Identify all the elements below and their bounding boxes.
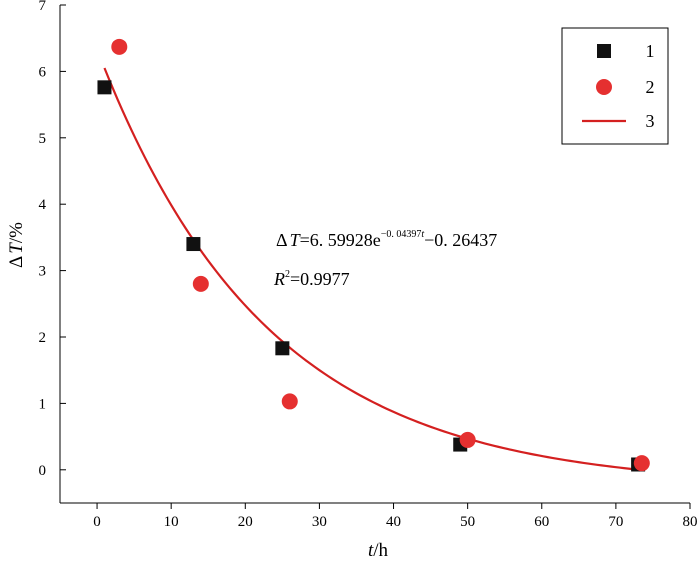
y-ticks: 0 1 2 3 4 5 6 7 xyxy=(39,0,66,479)
x-tick-label: 40 xyxy=(386,514,401,530)
point-series-2 xyxy=(192,275,209,292)
point-series-2 xyxy=(633,455,650,472)
x-tick-label: 50 xyxy=(460,514,475,530)
axis-titles: ΔT/% t/h xyxy=(6,222,389,561)
x-ticks: 0 10 20 30 40 50 60 70 80 xyxy=(93,503,698,530)
y-tick-label: 0 xyxy=(39,463,47,479)
legend-box xyxy=(561,27,669,145)
x-tick-label: 80 xyxy=(683,514,698,530)
x-tick-label: 30 xyxy=(312,514,327,530)
svg-text:R2=0.9977: R2=0.9977 xyxy=(273,269,350,289)
point-series-1 xyxy=(97,80,112,95)
x-tick-label: 0 xyxy=(93,514,101,530)
y-tick-label: 6 xyxy=(39,64,47,80)
y-tick-label: 7 xyxy=(39,0,47,14)
legend-swatch-2 xyxy=(596,79,612,95)
legend-swatch-1 xyxy=(597,44,611,58)
legend-label-1: 1 xyxy=(646,41,655,61)
point-series-1 xyxy=(275,341,290,356)
point-series-1 xyxy=(186,237,201,252)
legend-label-2: 2 xyxy=(646,77,655,97)
svg-text:ΔT=6. 59928e−0. 04397t−0. 2643: Δ T=6. 59928e−0. 04397t−0. 26437 xyxy=(276,229,497,250)
y-tick-label: 2 xyxy=(39,330,47,346)
y-tick-label: 1 xyxy=(39,396,47,412)
point-series-2 xyxy=(281,393,298,410)
fit-layer xyxy=(103,67,642,472)
legend: 1 2 3 xyxy=(561,27,669,145)
axes: 0 10 20 30 40 50 60 70 80 0 1 2 3 4 5 6 7 xyxy=(39,0,698,530)
x-tick-label: 20 xyxy=(238,514,253,530)
fit-equation: Δ T=6. 59928e−0. 04397t−0. 26437 xyxy=(276,229,497,250)
point-series-2 xyxy=(459,431,476,448)
marker-layer xyxy=(97,38,650,472)
point-series-2 xyxy=(111,38,128,55)
y-tick-label: 5 xyxy=(39,131,47,147)
r-squared-annotation: R2=0.9977 xyxy=(273,269,350,289)
x-tick-label: 10 xyxy=(164,514,179,530)
y-axis-title: ΔT/% xyxy=(6,222,27,268)
y-tick-label: 3 xyxy=(39,264,47,280)
y-tick-label: 4 xyxy=(39,197,47,213)
x-axis-title: t/h xyxy=(368,540,389,561)
x-tick-label: 60 xyxy=(534,514,549,530)
legend-label-3: 3 xyxy=(646,111,655,131)
fit-curve-series-3 xyxy=(103,67,642,472)
x-tick-label: 70 xyxy=(608,514,623,530)
